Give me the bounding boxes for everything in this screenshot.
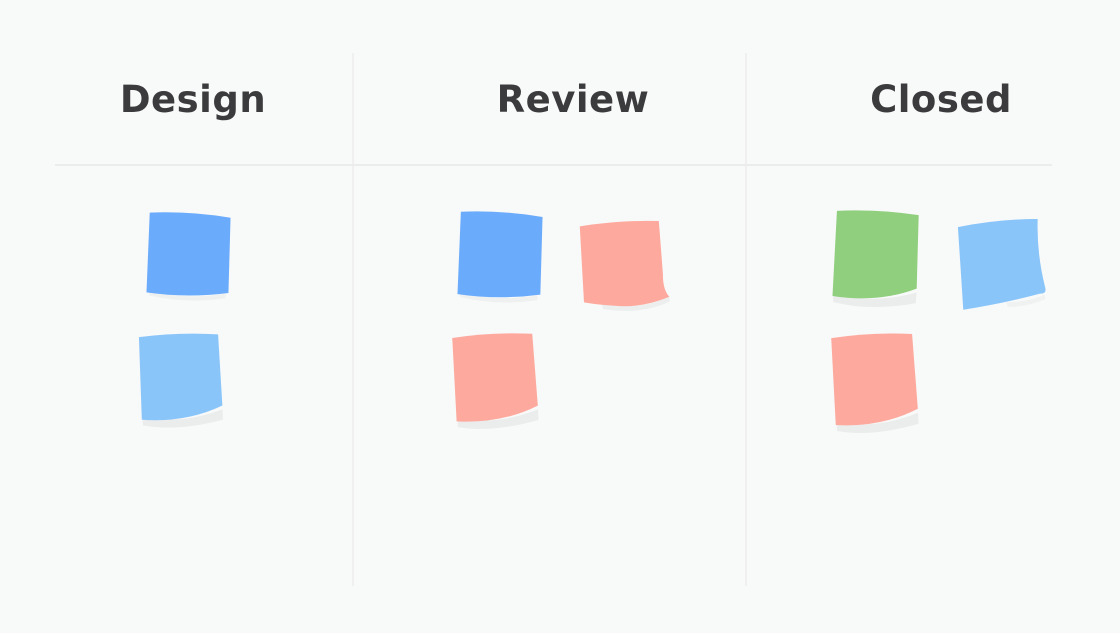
column-header-review[interactable]: Review bbox=[496, 78, 650, 121]
column-divider-1 bbox=[352, 53, 354, 586]
sticky-note-review-2[interactable] bbox=[575, 216, 670, 314]
column-header-closed[interactable]: Closed bbox=[870, 78, 1012, 121]
sticky-note-body bbox=[957, 219, 1046, 310]
column-divider-2 bbox=[745, 53, 747, 586]
sticky-note-review-1[interactable] bbox=[451, 206, 549, 308]
sticky-note-body bbox=[832, 210, 919, 299]
header-divider-line bbox=[55, 164, 1052, 166]
column-header-design[interactable]: Design bbox=[119, 78, 267, 121]
sticky-note-shadow bbox=[460, 292, 538, 303]
sticky-note-body bbox=[452, 333, 538, 422]
sticky-note-review-3[interactable] bbox=[447, 329, 543, 430]
sticky-note-shadow bbox=[833, 291, 917, 308]
sticky-note-shadow bbox=[457, 409, 539, 429]
sticky-note-closed-3[interactable] bbox=[825, 329, 922, 434]
sticky-note-body bbox=[138, 333, 223, 421]
sticky-note-shadow bbox=[601, 295, 670, 311]
sticky-note-body bbox=[831, 333, 918, 426]
sticky-note-closed-2[interactable] bbox=[954, 216, 1046, 311]
sticky-note-shadow bbox=[142, 409, 223, 428]
sticky-note-shadow bbox=[149, 290, 226, 301]
sticky-note-shadow bbox=[836, 412, 919, 433]
sticky-note-design-2[interactable] bbox=[133, 329, 226, 428]
sticky-note-body bbox=[146, 212, 231, 296]
sticky-note-body bbox=[579, 220, 670, 307]
sticky-note-shadow bbox=[1006, 294, 1046, 307]
sticky-note-closed-1[interactable] bbox=[826, 206, 924, 309]
sticky-note-design-1[interactable] bbox=[140, 207, 237, 306]
sticky-note-body bbox=[457, 211, 543, 298]
